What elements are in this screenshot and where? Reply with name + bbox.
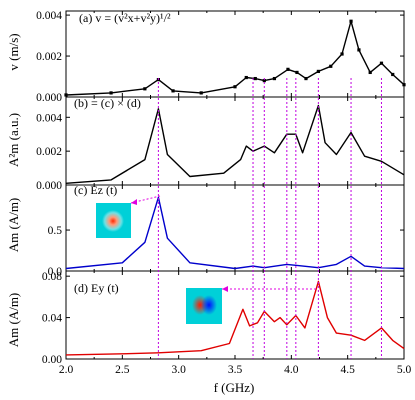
x-tick-label: 2.0 <box>59 364 74 376</box>
ez-field-inset <box>96 203 131 238</box>
panel-a-ytick-label: 0.002 <box>36 51 62 63</box>
panel-c-ytick-label: 0.5 <box>48 225 63 237</box>
panel-d-ylabel: Am (A/m) <box>6 293 21 348</box>
guide-lines <box>157 78 382 359</box>
panel-b-label: (b) = (c) × (d) <box>74 96 141 110</box>
panel-a-data-point <box>109 91 113 95</box>
panel-a-data-point <box>304 76 308 81</box>
x-tick-label: 3.5 <box>228 364 243 376</box>
x-tick-label: 3.0 <box>171 364 186 376</box>
panel-a-data-point <box>233 85 237 89</box>
panel-a-data-point <box>272 76 277 81</box>
panel-a-data-point <box>402 83 406 87</box>
x-tick-label: 2.5 <box>115 364 130 376</box>
panel-c-ytick-label: 0.0 <box>48 266 63 278</box>
panel-d-series-line <box>65 280 405 356</box>
panel-b-series-line <box>65 104 405 184</box>
panel-a-data-point <box>286 67 290 71</box>
panel-a-data-point <box>329 64 333 68</box>
panel-a-label: (a) v = (v²x+v²y)¹/² <box>79 11 171 25</box>
panel-a-data-point <box>253 76 257 81</box>
panel-a-data-point <box>64 93 68 97</box>
ey-arrowhead-icon <box>222 286 228 292</box>
panel-d-ytick-label: 0.04 <box>42 313 62 325</box>
panels-layer: 0.000 0.002 0.004 0.000 0.002 0.004 0.0 0.5 0.00… <box>36 10 411 376</box>
x-tick-label: 4.0 <box>284 364 299 376</box>
panel-a-data-point <box>357 48 361 52</box>
panel-a-data-point <box>340 52 344 56</box>
x-axis-title: f (GHz) <box>214 380 255 395</box>
panel-a-data-point <box>349 19 353 23</box>
panel-b-ytick-label: 0.002 <box>36 146 62 158</box>
panel-a-data-point <box>244 75 248 80</box>
x-tick-label: 5.0 <box>397 364 412 376</box>
panel-a-data-point <box>262 79 266 83</box>
panel-b-ytick-label: 0.000 <box>36 180 62 192</box>
panel-d-label: (d) Ey (t) <box>74 281 119 295</box>
panel-b-ylabel: A²m (a.u.) <box>6 113 21 167</box>
panel-a-data-point <box>316 69 320 74</box>
panel-a-data-point <box>143 87 147 91</box>
ey-field-inset <box>186 288 222 324</box>
panel-a-data-point <box>391 72 395 77</box>
panel-a-ytick-label: 0.000 <box>36 92 62 104</box>
panel-b-ytick-label: 0.004 <box>36 112 62 124</box>
panel-c-label: (c) Ez (t) <box>74 183 117 197</box>
ez-arrowhead-icon <box>131 199 137 205</box>
panel-d-ytick-label: 0.00 <box>42 354 62 366</box>
panel-a-ytick-label: 0.004 <box>36 10 62 22</box>
panel-a-data-point <box>171 89 175 93</box>
panel-a-data-point <box>295 70 299 75</box>
panel-b-frame <box>65 96 405 186</box>
panel-a-series-line <box>65 20 405 96</box>
panel-a-ylabel: v (m/s) <box>6 33 21 70</box>
panel-c-ylabel: Am (A/m) <box>6 198 21 253</box>
panel-d-ytick-label: 0.08 <box>42 271 62 283</box>
x-tick-label: 4.5 <box>340 364 355 376</box>
panel-a-data-point <box>199 91 203 95</box>
panel-a-data-point <box>379 61 384 65</box>
panel-a-data-point <box>368 70 372 75</box>
